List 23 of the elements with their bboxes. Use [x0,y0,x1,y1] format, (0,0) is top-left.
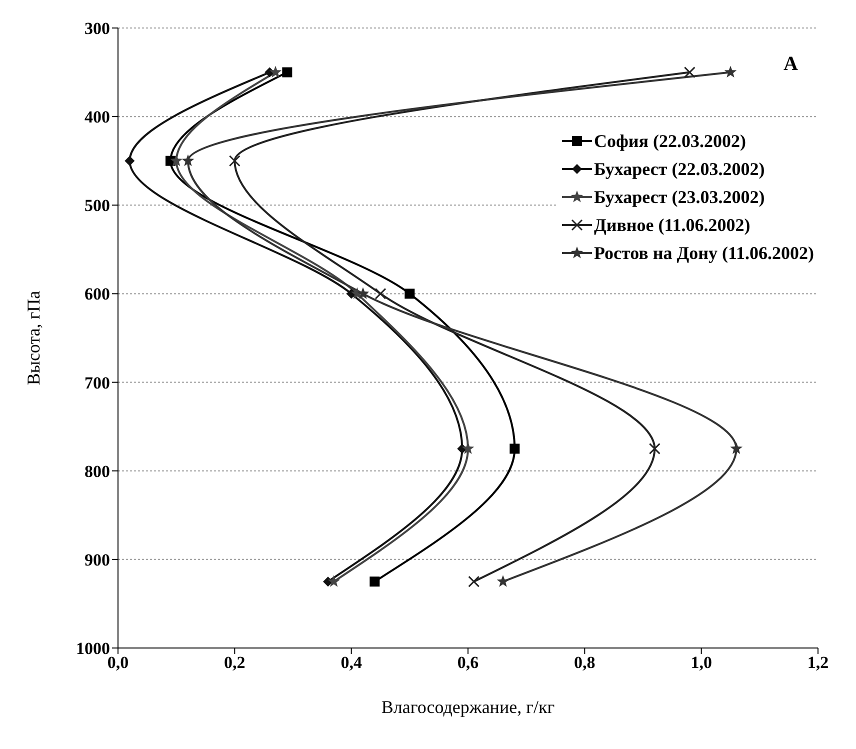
x-tick-label: 0,0 [107,653,129,672]
annotation: A [784,53,798,76]
x-tick-label: 1,0 [690,653,712,672]
y-tick-label: 600 [84,284,110,304]
y-tick-label: 900 [84,550,110,570]
x-tick-label: 0,6 [457,653,479,672]
y-tick-label: 800 [84,462,110,481]
x-tick-label: 0,8 [574,653,596,672]
legend-label: Бухарест (23.03.2002) [594,186,765,208]
y-tick-label: 300 [84,19,110,38]
legend-label: София (22.03.2002) [594,130,746,152]
legend-label: Ростов на Дону (11.06.2002) [594,242,814,264]
legend-label: Бухарест (22.03.2002) [594,158,765,180]
x-tick-label: 1,2 [807,653,829,672]
y-tick-label: 700 [84,373,110,392]
y-axis-title: Высота, гПа [23,290,44,386]
x-axis-title: Влагосодержание, г/кг [381,697,555,717]
legend-label: Дивное (11.06.2002) [594,214,750,236]
x-tick-label: 0,2 [224,653,246,672]
y-tick-label: 400 [84,108,110,127]
y-tick-label: 1000 [76,639,110,658]
x-tick-label: 0,4 [340,653,362,672]
y-tick-label: 500 [84,196,110,216]
